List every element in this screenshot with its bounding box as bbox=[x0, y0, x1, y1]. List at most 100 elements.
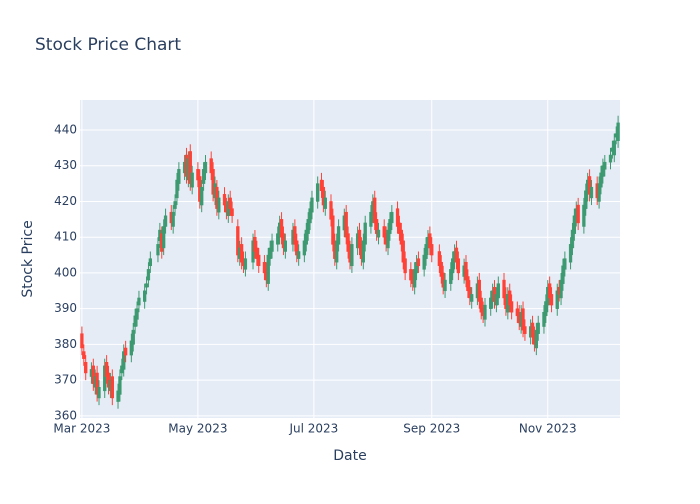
candle-body bbox=[188, 151, 192, 184]
candles bbox=[80, 115, 620, 409]
candle-body bbox=[428, 233, 432, 249]
candle-body bbox=[584, 190, 588, 209]
candle-body bbox=[443, 279, 447, 292]
candle-body bbox=[568, 244, 573, 263]
y-tick-label: 440 bbox=[54, 123, 77, 137]
candle-body bbox=[122, 351, 126, 370]
candle-body bbox=[587, 176, 592, 195]
candle-body bbox=[257, 254, 261, 267]
candle-body bbox=[329, 201, 333, 220]
candle-body bbox=[437, 251, 442, 267]
y-tick-label: 410 bbox=[54, 230, 77, 244]
candle-body bbox=[104, 362, 109, 377]
candle-body bbox=[601, 165, 605, 177]
candle-body bbox=[412, 269, 417, 288]
candle-body bbox=[464, 261, 468, 281]
candle-body bbox=[466, 276, 470, 292]
candle-body bbox=[295, 240, 299, 256]
candle-body bbox=[331, 215, 335, 245]
candle-body bbox=[95, 372, 99, 395]
candle-body bbox=[374, 219, 379, 234]
candle-body bbox=[253, 236, 257, 252]
x-tick-label: Nov 2023 bbox=[519, 422, 577, 436]
candle-body bbox=[582, 204, 586, 227]
candle-body bbox=[572, 215, 577, 234]
y-tick-label: 430 bbox=[54, 158, 77, 172]
candle-body bbox=[162, 226, 166, 249]
candle-body bbox=[84, 362, 88, 374]
candle-body bbox=[357, 229, 362, 249]
candle-body bbox=[409, 269, 413, 281]
candle-body bbox=[430, 244, 434, 256]
candle-body bbox=[133, 315, 137, 327]
candle-body bbox=[576, 204, 580, 224]
candle-body bbox=[323, 197, 327, 209]
candle-body bbox=[416, 258, 421, 267]
candle-body bbox=[279, 219, 284, 238]
candle-body bbox=[509, 301, 514, 313]
candle-body bbox=[470, 294, 474, 302]
candle-body bbox=[137, 297, 141, 306]
candle-body bbox=[422, 254, 426, 270]
candle-body bbox=[262, 261, 267, 274]
candle-body bbox=[451, 258, 455, 274]
candle-body bbox=[148, 258, 153, 267]
grid bbox=[80, 100, 620, 418]
candle-body bbox=[563, 258, 567, 270]
candle-body bbox=[382, 226, 386, 238]
candle-body bbox=[542, 311, 546, 327]
candle-body bbox=[321, 186, 326, 206]
candle-body bbox=[555, 290, 559, 309]
candle-body bbox=[449, 269, 453, 284]
candle-body bbox=[129, 340, 133, 356]
candle-body bbox=[544, 301, 548, 317]
candle-body bbox=[599, 172, 603, 188]
candle-body bbox=[228, 197, 232, 209]
candle-body bbox=[395, 208, 400, 227]
candle-body bbox=[222, 194, 227, 206]
candle-body bbox=[196, 169, 200, 181]
candle-body bbox=[561, 265, 565, 284]
x-tick-label: Sep 2023 bbox=[403, 422, 460, 436]
candle-body bbox=[144, 283, 149, 288]
candle-body bbox=[110, 376, 114, 399]
candle-body bbox=[175, 179, 179, 199]
candle-body bbox=[116, 390, 120, 402]
candle-body bbox=[439, 261, 443, 277]
candle-body bbox=[243, 258, 248, 270]
candle-body bbox=[131, 329, 135, 345]
candle-body bbox=[390, 211, 394, 224]
y-axis-label: Stock Price bbox=[20, 220, 36, 297]
candle-body bbox=[163, 215, 168, 227]
candle-body bbox=[266, 254, 270, 284]
candle-body bbox=[346, 233, 350, 252]
candle-body bbox=[319, 179, 324, 192]
candle-body bbox=[536, 322, 540, 334]
candle-body bbox=[270, 240, 274, 252]
candle-body bbox=[344, 211, 348, 238]
candle-body bbox=[82, 351, 86, 359]
candle-body bbox=[203, 161, 208, 174]
candle-body bbox=[103, 365, 107, 392]
candle-body bbox=[336, 226, 341, 245]
candle-body bbox=[401, 240, 405, 263]
candle-body bbox=[608, 154, 613, 163]
y-tick-label: 400 bbox=[54, 265, 77, 279]
candle-body bbox=[479, 297, 483, 313]
candle-body bbox=[177, 169, 181, 184]
candle-body bbox=[190, 172, 194, 188]
candle-body bbox=[496, 283, 500, 299]
candle-body bbox=[530, 322, 535, 338]
candle-body bbox=[489, 297, 493, 309]
candle-body bbox=[597, 183, 601, 202]
candle-body bbox=[302, 240, 307, 256]
candle-body bbox=[123, 347, 128, 356]
candle-body bbox=[230, 208, 234, 217]
x-axis-label: Date bbox=[333, 448, 366, 464]
candle-body bbox=[521, 308, 525, 331]
y-tick-label: 420 bbox=[54, 194, 77, 208]
candle-body bbox=[570, 229, 575, 249]
candle-body bbox=[549, 294, 554, 306]
candle-body bbox=[350, 244, 354, 267]
